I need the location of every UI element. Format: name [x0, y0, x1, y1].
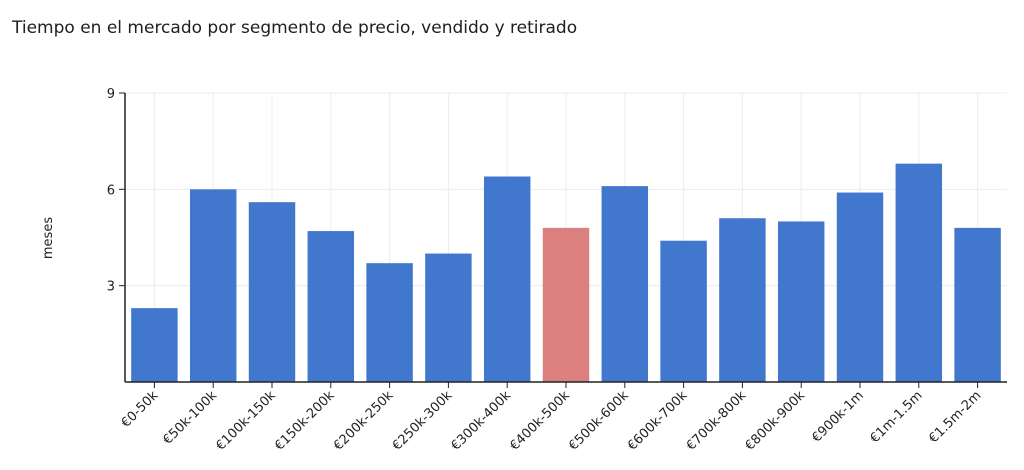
x-tick-label: €1.5m-2m: [926, 388, 984, 446]
y-tick-label: 9: [107, 87, 115, 102]
bar: [425, 253, 472, 382]
x-tick-label: €150k-200k: [272, 388, 338, 454]
x-tick-label: €250k-300k: [390, 388, 456, 454]
x-tick-label: €300k-400k: [449, 388, 515, 454]
x-tick-label: €700k-800k: [684, 388, 750, 454]
bar: [542, 227, 590, 382]
axes: [119, 92, 1007, 388]
bar: [719, 218, 766, 382]
bar: [483, 176, 531, 382]
bars: [131, 163, 1001, 382]
x-tick-label: €400k-500k: [507, 388, 573, 454]
bar: [131, 308, 178, 382]
x-tick-label: €200k-250k: [331, 388, 397, 454]
bar: [954, 227, 1001, 382]
chart-title: Tiempo en el mercado por segmento de pre…: [12, 18, 578, 38]
bar: [366, 263, 413, 382]
bar: [248, 202, 296, 382]
y-axis-label: meses: [41, 217, 56, 259]
bar: [895, 163, 943, 382]
x-tick-label: €1m-1.5m: [867, 388, 925, 446]
y-tick-label: 3: [107, 280, 115, 295]
x-tick-label: €600k-700k: [625, 388, 691, 454]
x-tick-label: €800k-900k: [743, 388, 809, 454]
bar: [601, 186, 649, 382]
x-tick-label: €50k-100k: [160, 388, 220, 448]
bar: [189, 189, 237, 382]
x-tick-label: €100k-150k: [213, 388, 279, 454]
bar: [307, 231, 355, 382]
bar: [836, 192, 884, 382]
bar: [777, 221, 825, 382]
y-tick-label: 6: [107, 183, 115, 198]
bar: [660, 240, 707, 382]
x-tick-label: €900k-1m: [809, 388, 866, 445]
x-tick-label: €500k-600k: [566, 388, 632, 454]
x-tick-label: €0-50k: [119, 388, 162, 431]
